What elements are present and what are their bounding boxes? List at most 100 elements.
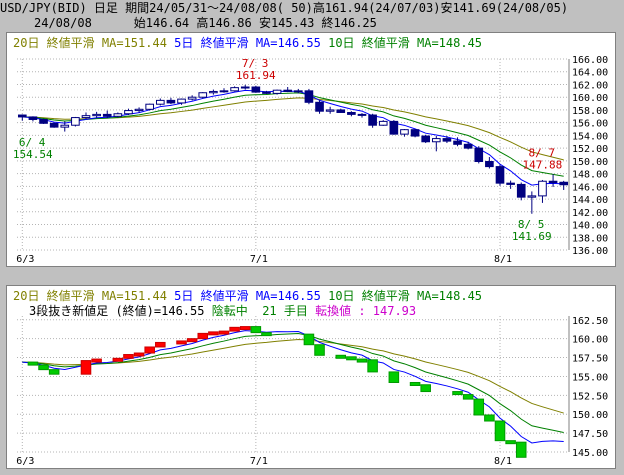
candle-down bbox=[463, 143, 473, 149]
upper-xtick-label: 6/3 bbox=[16, 254, 34, 265]
candle-down bbox=[368, 114, 377, 126]
upper-ytick-label: 154.00 bbox=[572, 131, 608, 142]
upper-ytick-label: 160.00 bbox=[572, 93, 608, 104]
annotation-date: 8/ 5 bbox=[518, 218, 545, 231]
yang-brick bbox=[176, 340, 187, 345]
yin-brick bbox=[261, 332, 272, 337]
yin-brick bbox=[356, 358, 368, 363]
yang-brick bbox=[239, 326, 251, 331]
lower-xtick-label: 6/3 bbox=[16, 456, 34, 467]
candle-down bbox=[304, 90, 314, 103]
candle-up bbox=[293, 90, 303, 93]
yin-brick bbox=[38, 364, 49, 371]
candle-up bbox=[378, 120, 388, 126]
lower-chart-panel: 20日 終値平滑 MA=151.44 5日 終値平滑 MA=146.55 10日… bbox=[6, 285, 616, 469]
yin-brick bbox=[484, 414, 495, 422]
annotation-date: 8/ 7 bbox=[528, 146, 555, 159]
candlestick-chart: 166.00164.00162.00160.00158.00156.00154.… bbox=[13, 55, 608, 265]
annotation-price: 161.94 bbox=[236, 69, 276, 82]
candle-up bbox=[272, 89, 282, 94]
upper-ytick-label: 152.00 bbox=[572, 144, 608, 155]
annotation-price: 154.54 bbox=[13, 148, 53, 161]
candle-down bbox=[389, 120, 399, 135]
candle-up bbox=[431, 138, 441, 143]
upper-xtick-label: 7/1 bbox=[250, 254, 268, 265]
yin-brick bbox=[473, 398, 485, 416]
reversal-value: 転換値 : 147.93 bbox=[315, 304, 417, 318]
last-ohlc: 始146.64 高146.86 安145.43 終146.25 bbox=[133, 16, 377, 30]
candle-up bbox=[124, 110, 133, 115]
new-price-chart: 162.50 160.00 157.50 155.00 152.50 150.00 147.… bbox=[16, 316, 608, 467]
yin-brick bbox=[367, 359, 378, 373]
lower-xtick-label: 8/1 bbox=[494, 456, 512, 467]
candle-up bbox=[81, 115, 91, 119]
yang-brick bbox=[197, 332, 209, 340]
candle-down bbox=[283, 89, 293, 92]
upper-ytick-label: 148.00 bbox=[572, 170, 608, 181]
yin-brick bbox=[409, 381, 421, 386]
upper-ytick-label: 164.00 bbox=[572, 68, 608, 79]
upper-ytick-label: 150.00 bbox=[572, 157, 608, 168]
candle-up bbox=[240, 86, 250, 89]
candle-up bbox=[230, 87, 239, 92]
candle-down bbox=[315, 101, 324, 112]
candle-down bbox=[17, 114, 27, 118]
brick-count: 21 手目 bbox=[262, 304, 308, 318]
upper-ytick-label: 142.00 bbox=[572, 208, 608, 219]
candle-down bbox=[39, 118, 48, 124]
yin-brick bbox=[515, 441, 527, 458]
lower-ytick-label: 145.00 bbox=[572, 448, 608, 459]
candle-up bbox=[134, 108, 144, 112]
candle-up bbox=[219, 90, 229, 93]
candle-up bbox=[209, 90, 218, 94]
ma5-legend: 5日 終値平滑 MA=146.55 bbox=[174, 36, 321, 50]
candle-down bbox=[559, 181, 569, 186]
lower-xtick-label: 7/1 bbox=[250, 456, 268, 467]
lower-ytick-label: 155.00 bbox=[572, 372, 608, 383]
yang-brick bbox=[208, 331, 219, 336]
yang-brick bbox=[133, 352, 145, 357]
lower-ytick-label: 160.00 bbox=[572, 335, 608, 346]
yang-brick bbox=[80, 360, 92, 375]
chart-header-line1: USD/JPY(BID) 日足 期間24/05/31～24/08/08( 50)… bbox=[0, 1, 569, 15]
lower-ytick-label: 157.50 bbox=[572, 354, 608, 365]
candle-down bbox=[347, 111, 356, 115]
yang-brick bbox=[229, 326, 240, 332]
yin-brick bbox=[27, 361, 39, 366]
candle-down bbox=[453, 140, 462, 145]
candle-down bbox=[262, 91, 271, 94]
yin-brick bbox=[250, 326, 262, 334]
candle-down bbox=[251, 86, 261, 93]
yin-brick bbox=[462, 394, 474, 400]
lower-ma-legend: 20日 終値平滑 MA=151.44 5日 終値平滑 MA=146.55 10日… bbox=[13, 289, 482, 303]
ma5-line-lower bbox=[22, 330, 564, 444]
yin-brick bbox=[346, 356, 357, 361]
candle-down bbox=[548, 180, 558, 184]
upper-chart-panel: 20日 終値平滑 MA=151.44 5日 終値平滑 MA=146.55 10日… bbox=[6, 32, 616, 267]
yang-brick bbox=[91, 358, 102, 363]
candle-down bbox=[410, 129, 420, 137]
ma20-legend: 20日 終値平滑 MA=151.44 bbox=[13, 36, 167, 50]
yang-brick bbox=[123, 354, 134, 359]
yin-brick bbox=[48, 369, 60, 375]
yang-brick bbox=[144, 346, 155, 354]
candle-down bbox=[357, 113, 367, 116]
ma5-line bbox=[22, 89, 564, 186]
ma20-legend-lower: 20日 終値平滑 MA=151.44 bbox=[13, 289, 167, 303]
upper-ytick-label: 162.00 bbox=[572, 80, 608, 91]
lower-ytick-label: 150.00 bbox=[572, 410, 608, 421]
candle-up bbox=[325, 109, 335, 112]
candle-down bbox=[28, 116, 38, 120]
yang-brick bbox=[186, 338, 198, 343]
yin-brick bbox=[494, 420, 506, 442]
upper-xtick-label: 8/1 bbox=[494, 254, 512, 265]
upper-ytick-label: 144.00 bbox=[572, 195, 608, 206]
candle-up bbox=[400, 129, 409, 135]
new-price-info: 3段抜き新値足 (終値)=146.55 陰転中 21 手目 転換値 : 147.… bbox=[29, 304, 416, 318]
yin-brick bbox=[420, 384, 431, 393]
annotation-price: 141.69 bbox=[512, 230, 552, 243]
candle-down bbox=[102, 113, 112, 117]
yin-brick bbox=[314, 344, 325, 356]
yin-brick bbox=[303, 333, 315, 346]
candle-up bbox=[198, 92, 208, 98]
